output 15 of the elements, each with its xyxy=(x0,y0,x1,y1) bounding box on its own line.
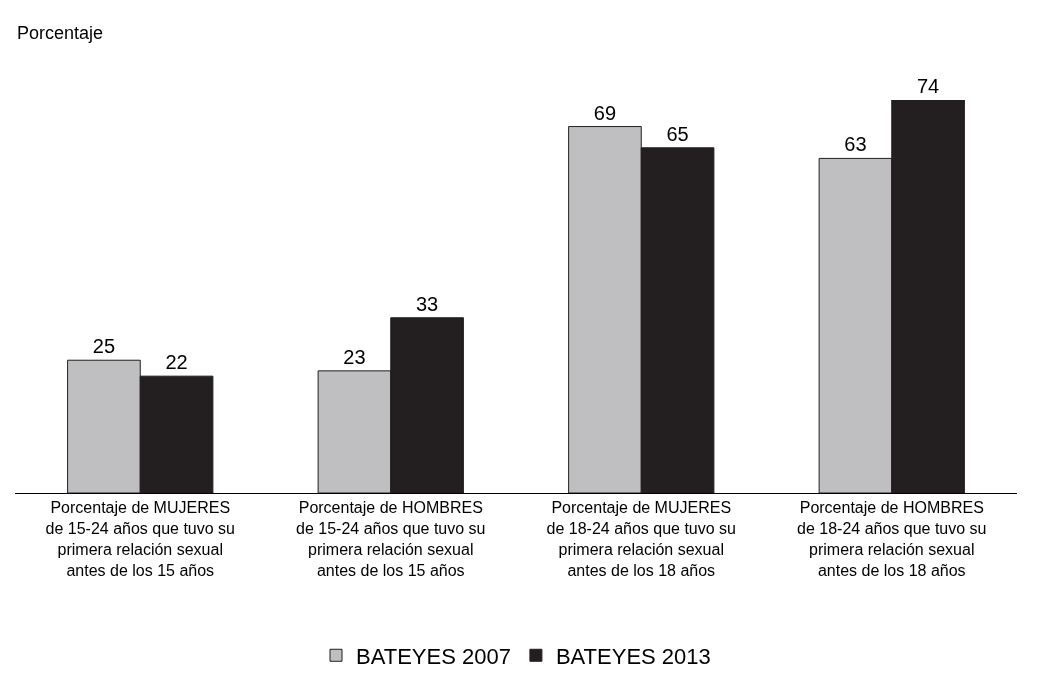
data-label: 69 xyxy=(593,101,617,124)
data-label: 33 xyxy=(415,292,439,315)
data-label: 22 xyxy=(165,351,188,374)
data-label: 63 xyxy=(844,133,867,156)
legend-label: BATEYES 2013 xyxy=(555,643,711,669)
x-tick-label: Porcentaje de MUJERES de 15-24 años que tuvo su primera relación sexual antes de los 15 años xyxy=(45,499,235,579)
data-label: 23 xyxy=(343,345,366,368)
x-tick-label: Porcentaje de HOMBRES de 18-24 años que tuvo su primera relación sexual antes de los 18 años xyxy=(797,499,987,579)
data-label: 65 xyxy=(666,122,689,145)
x-tick-label: Porcentaje de HOMBRES de 15-24 años que tuvo su primera relación sexual antes de los 15 años xyxy=(296,499,486,579)
data-label: 25 xyxy=(92,335,116,358)
data-label: 74 xyxy=(916,75,940,97)
legend-label: BATEYES 2007 xyxy=(356,643,511,669)
x-tick-label: Porcentaje de MUJERES de 18-24 años que tuvo su primera relación sexual antes de los 18 años xyxy=(546,499,736,579)
text: Porcentaje xyxy=(17,23,104,43)
